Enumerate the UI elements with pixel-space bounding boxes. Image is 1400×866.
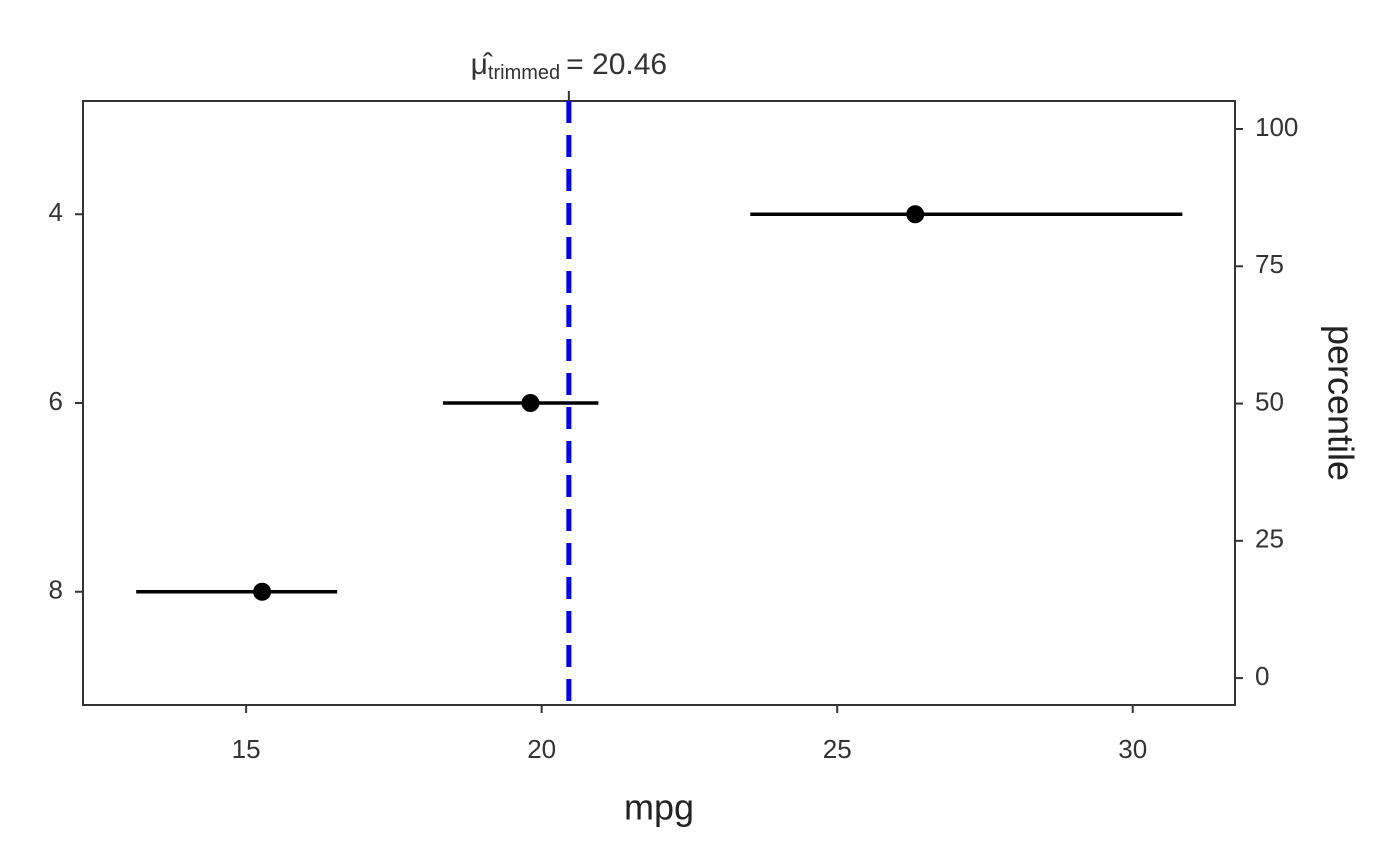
reference-label: μ̂trimmed = 20.46: [471, 48, 667, 84]
reference-subscript: trimmed: [488, 62, 560, 84]
x-tick-label: 20: [527, 734, 556, 764]
y-tick-label: 6: [49, 386, 63, 416]
reference-value-label: = 20.46: [566, 48, 667, 81]
point: [253, 582, 272, 601]
y-tick-label: 8: [49, 575, 63, 605]
point: [906, 205, 925, 224]
x-tick-label: 30: [1118, 734, 1147, 764]
x-tick-label: 25: [823, 734, 852, 764]
plot-frame: [82, 100, 1236, 706]
point: [521, 394, 540, 412]
x-tick-label: 15: [232, 734, 261, 764]
y2-tick-label: 0: [1255, 661, 1269, 691]
y2-axis-title: percentile: [1320, 325, 1361, 481]
y2-tick-label: 100: [1255, 112, 1298, 142]
y2-tick-label: 25: [1255, 524, 1284, 554]
y2-tick-label: 75: [1255, 249, 1284, 279]
x-axis-title: mpg: [624, 787, 694, 828]
reference-symbol: μ̂: [471, 48, 493, 81]
y2-tick-label: 50: [1255, 386, 1284, 416]
y-tick-label: 4: [49, 197, 63, 227]
